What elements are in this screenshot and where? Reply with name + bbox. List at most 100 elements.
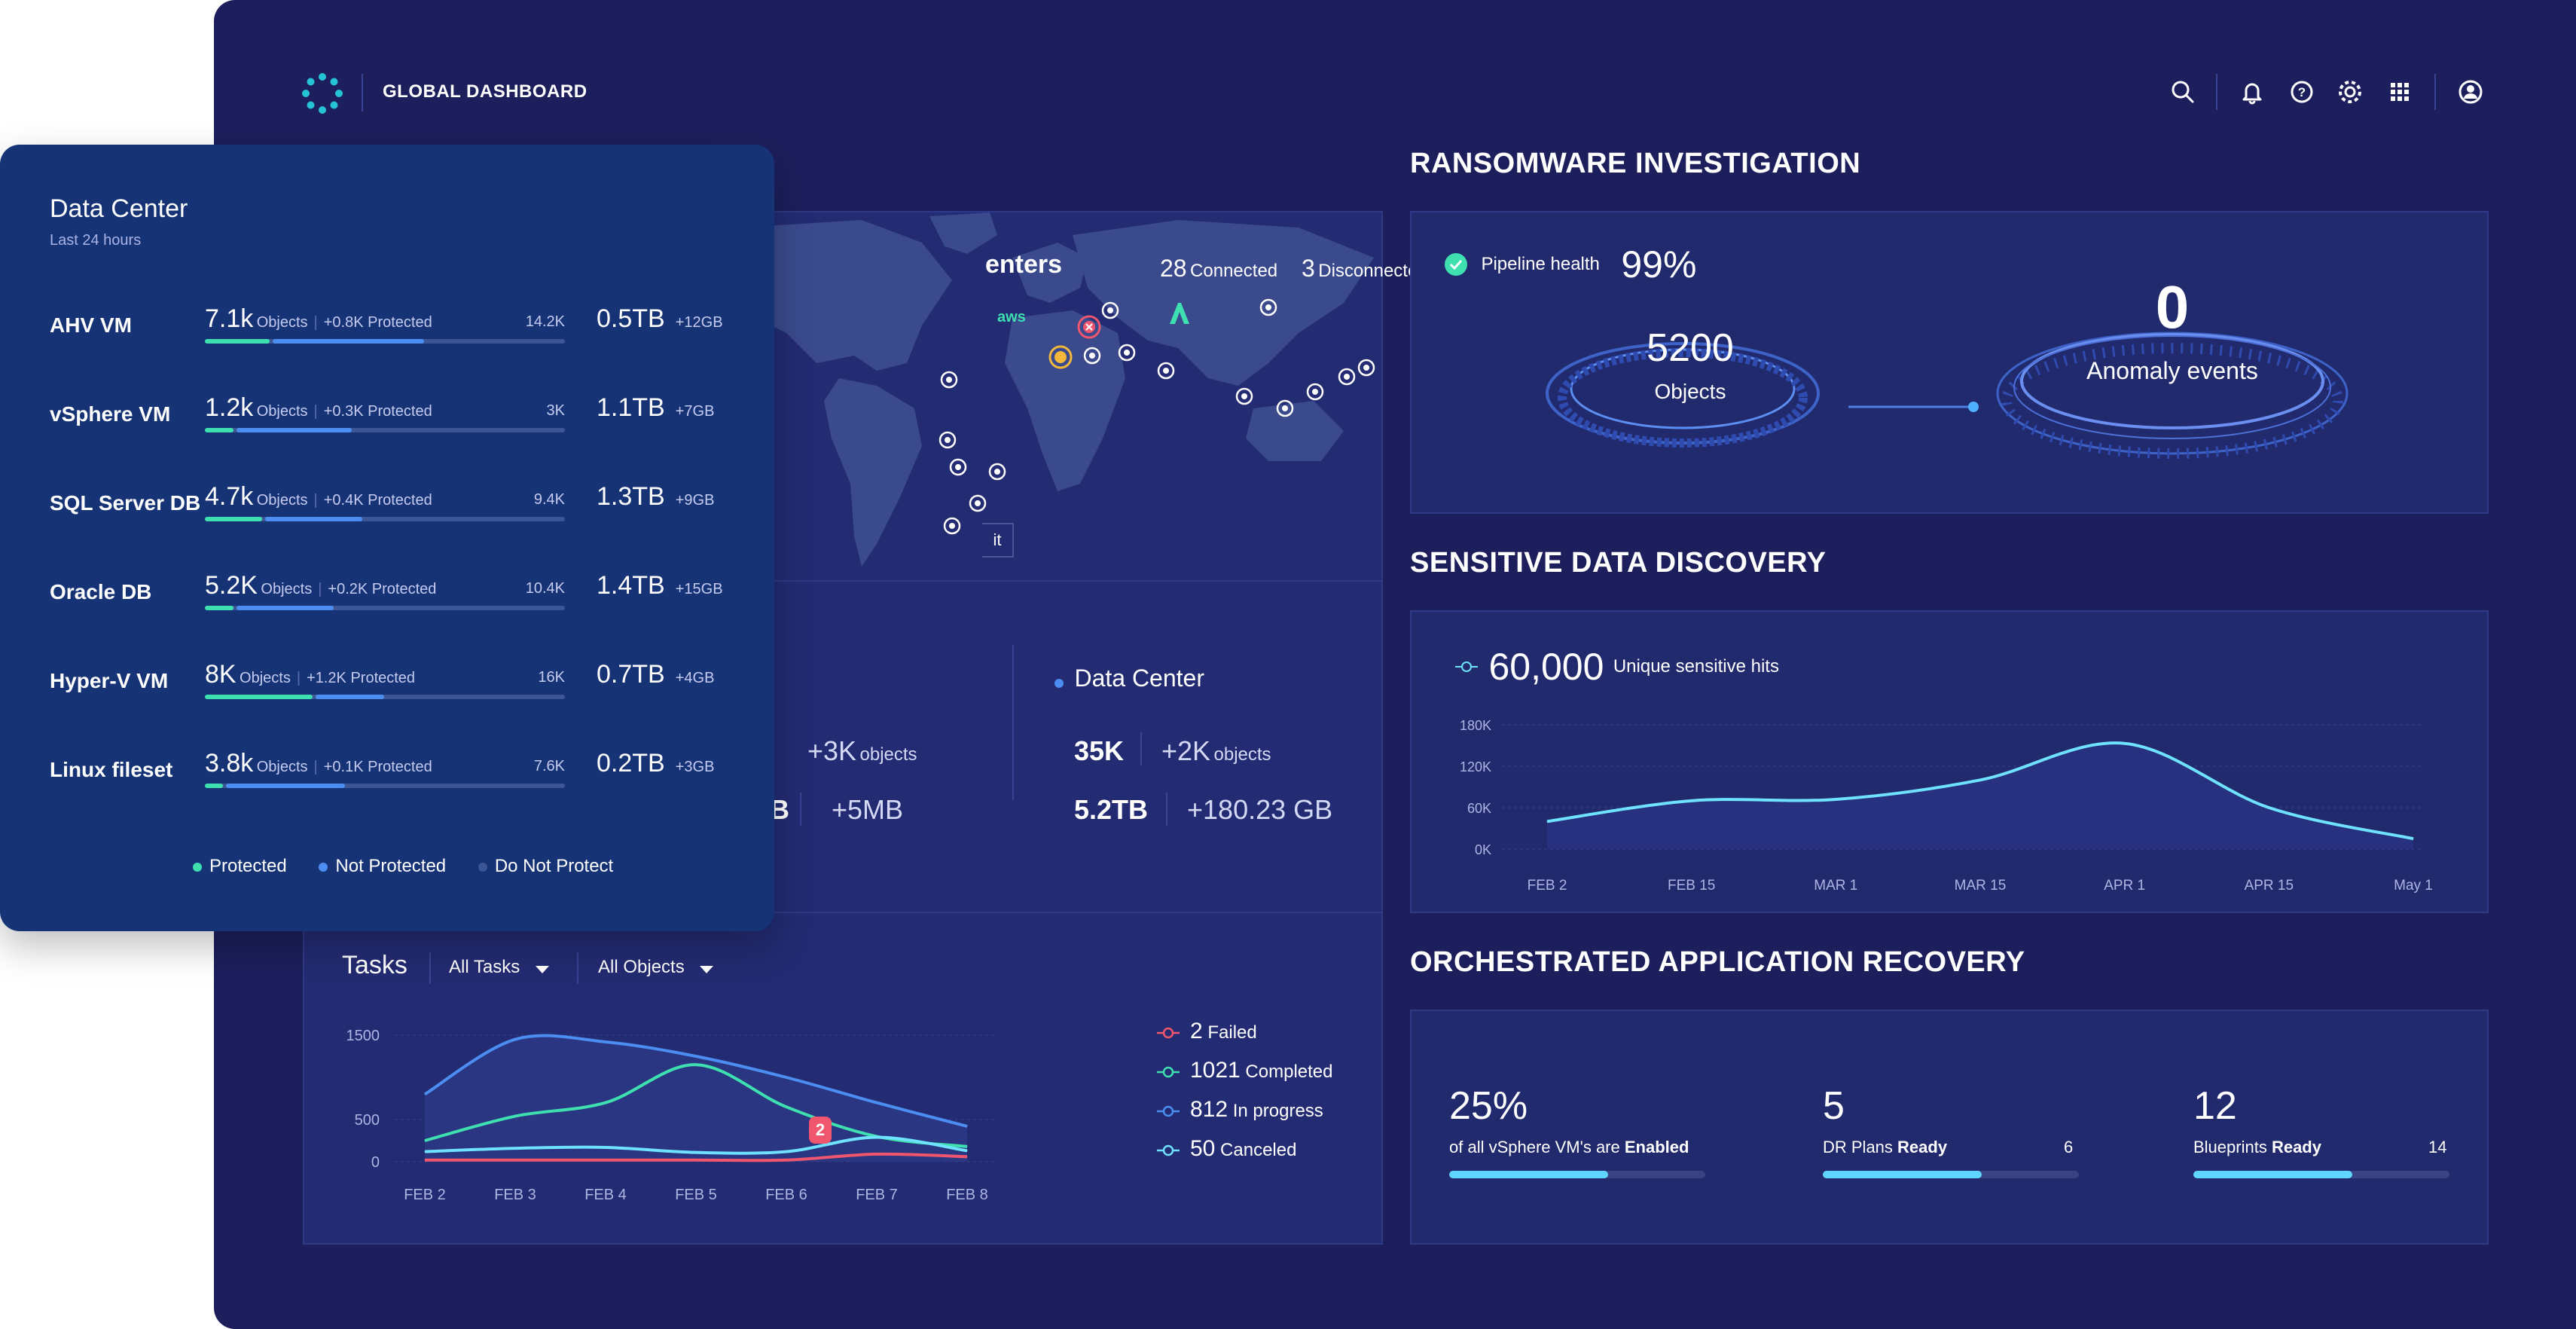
tasks-legend-item[interactable]: 812 In progress [1157,1097,1323,1123]
hits-label: Unique sensitive hits [1613,656,1779,677]
dr-plans-label-bold: Ready [1897,1138,1948,1156]
tasks-legend-item[interactable]: 2 Failed [1157,1019,1257,1044]
tasks-point [786,1159,787,1161]
world-map[interactable] [726,212,1384,582]
dc-legend: Protected Not Protected Do Not Protect [193,856,613,877]
left-objects-delta-value: +3K [807,735,857,766]
tasks-area-in-progress [425,1035,967,1162]
sensitive-chart[interactable]: 180K 120K 60K 0K FEB 2 FEB 15 MAR 1 MAR 15 APR 1… [1442,710,2466,898]
gear-icon[interactable] [2335,77,2365,107]
dc-row-not-protected-bar [273,339,424,344]
anomaly-ring [1996,331,2349,459]
sensitive-point [1691,800,1692,802]
dc-row-protected-delta: +0.8K Protected [323,314,432,331]
do-not-protect-dot [478,862,487,872]
blueprints-total: 14 [2428,1138,2447,1156]
dc-objects-value: 35K [1074,735,1125,766]
alert-marker-icon[interactable] [1077,315,1101,339]
pipeline-health-value: 99% [1621,243,1697,286]
dc-row-name: Oracle DB [50,580,152,603]
map-fit-button[interactable]: it [982,523,1014,558]
dc-row[interactable]: Hyper-V VM 8K Objects | +1.2K Protected 16K 0… [0,660,774,752]
aws-marker[interactable]: aws [997,309,1026,325]
dc-row-size-value: 1.1TB [597,393,665,422]
apps-grid-icon[interactable] [2385,77,2415,107]
dc-card-subtitle: Last 24 hours [50,232,142,249]
failed-badge[interactable]: 2 [809,1117,832,1144]
anomaly-label: Anomaly events [2086,357,2258,384]
dc-row-not-protected-bar [237,606,334,610]
ransomware-panel: Pipeline health 99% 5200 Objects 0 Anoma… [1410,211,2489,514]
logo-icon[interactable] [301,72,343,115]
dc-row-size: 1.4TB +15GB [597,571,723,600]
dc-row-track [205,517,565,521]
dc-row-size-delta: +4GB [675,670,715,686]
dc-row[interactable]: AHV VM 7.1k Objects | +0.8K Protected 14.2K 0… [0,304,774,396]
dc-row-protected-bar [205,606,233,610]
connected-count: 28 Connected [1160,255,1277,283]
search-icon[interactable] [2168,77,2198,107]
tasks-filter-dropdown[interactable]: All Tasks [449,957,549,978]
dc-size-value: 5.2TB [1074,794,1149,825]
sensitive-y-tick: 120K [1460,759,1491,774]
dc-row-protected-bar [205,784,223,788]
site-markers[interactable] [304,212,1384,582]
dc-row-protected-delta: +0.1K Protected [323,759,432,775]
tasks-y-tick: 0 [371,1154,380,1171]
dc-row-count: 4.7k [205,482,254,511]
sensitive-title: SENSITIVE DATA DISCOVERY [1410,547,1827,579]
dc-row-size: 0.7TB +4GB [597,660,714,689]
vms-enabled-value: 25% [1449,1084,1528,1128]
map-title: enters [985,250,1063,279]
dc-row[interactable]: Linux fileset 3.8k Objects | +0.1K Protecte… [0,749,774,841]
dc-row-name: SQL Server DB [50,491,201,515]
dc-row-count: 8K [205,660,237,689]
tasks-point [966,1156,968,1157]
vms-progress-fill [1449,1171,1608,1178]
dc-objects-delta-value: +2K [1161,735,1211,766]
tasks-point [786,1106,787,1108]
tasks-legend-item[interactable]: 50 Canceled [1157,1136,1296,1162]
tasks-legend-label: Completed [1245,1062,1333,1082]
dc-row[interactable]: Oracle DB 5.2K Objects | +0.2K Protected 10.… [0,571,774,663]
dc-size-delta: +180.23 GB [1187,794,1333,825]
legend-protected: Protected [193,856,287,876]
dc-summary-title: Data Center [1055,664,1204,692]
dr-plans-total: 6 [2064,1138,2074,1156]
dc-row-total: 7.6K [533,758,565,774]
dc-row-size-delta: +7GB [675,403,715,420]
tasks-chart[interactable]: 1500 500 0 FEB 2 FEB 3 FEB 4 FEB 5 FEB 6 FEB 7 FE… [327,1019,1027,1230]
tasks-point [786,1077,787,1078]
tasks-point [966,1146,968,1147]
page-title: GLOBAL DASHBOARD [383,81,588,102]
ransomware-title: RANSOMWARE INVESTIGATION [1410,148,1861,179]
hits-value: 60,000 [1488,646,1604,688]
archive-marker-icon[interactable] [1166,300,1193,327]
dc-row-total: 10.4K [525,580,565,597]
dc-row-name: Hyper-V VM [50,669,169,692]
help-icon[interactable]: ? [2287,77,2317,107]
bell-icon[interactable] [2237,77,2267,107]
pipeline-health-label: Pipeline health [1481,254,1600,274]
check-circle-icon [1445,253,1467,276]
connected-label: Connected [1190,261,1278,281]
dc-row-protected-delta: +0.4K Protected [323,492,432,509]
dc-row-objects-label: Objects [240,670,291,686]
objects-label: Objects [1654,380,1726,403]
dc-row[interactable]: vSphere VM 1.2k Objects | +0.3K Protected 3K… [0,393,774,485]
warning-marker-icon[interactable] [1048,345,1073,369]
dc-row-size-value: 1.3TB [597,482,665,511]
dr-plans-label: DR Plans Ready [1823,1138,1947,1157]
pipeline-health: Pipeline health 99% [1445,243,1696,286]
tasks-y-tick: 1500 [346,1028,380,1044]
dc-row[interactable]: SQL Server DB 4.7k Objects | +0.4K Protecte… [0,482,774,574]
objects-filter-label: All Objects [598,957,685,977]
dc-row-not-protected-bar [237,428,352,432]
legend-line-icon [1157,1141,1180,1162]
objects-filter-dropdown[interactable]: All Objects [598,957,714,978]
user-icon[interactable] [2455,77,2486,107]
dc-row-divider: | [313,403,318,420]
dr-plans-label-text: DR Plans [1823,1138,1898,1156]
tasks-x-tick: FEB 2 [404,1187,446,1203]
tasks-legend-item[interactable]: 1021 Completed [1157,1058,1332,1083]
